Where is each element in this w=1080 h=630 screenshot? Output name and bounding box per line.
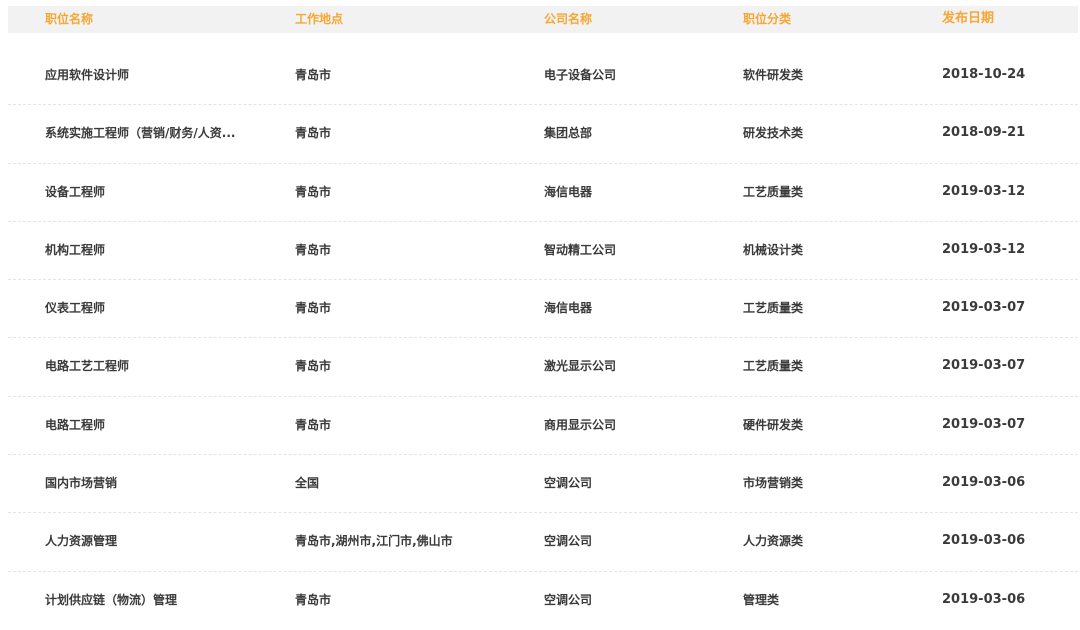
job-title[interactable]: 设备工程师 <box>45 184 106 199</box>
job-location: 全国 <box>295 476 320 491</box>
publish-date: 2019-03-07 <box>942 300 1026 316</box>
job-category: 人力资源类 <box>743 534 804 549</box>
column-header-date[interactable]: 发布日期 <box>942 11 995 26</box>
job-title[interactable]: 电路工程师 <box>45 417 106 432</box>
table-row[interactable]: 仪表工程师 青岛市 海信电器 工艺质量类 2019-03-07 <box>8 280 1078 339</box>
job-category: 工艺质量类 <box>743 301 804 316</box>
publish-date: 2019-03-06 <box>942 591 1026 607</box>
job-category: 研发技术类 <box>743 126 804 141</box>
job-category: 市场营销类 <box>743 476 804 491</box>
column-header-category[interactable]: 职位分类 <box>743 12 792 26</box>
table-row[interactable]: 机构工程师 青岛市 智动精工公司 机械设计类 2019-03-12 <box>8 222 1078 281</box>
publish-date: 2019-03-12 <box>942 183 1026 199</box>
company-name: 空调公司 <box>544 476 593 491</box>
company-name: 激光显示公司 <box>544 359 617 374</box>
job-title[interactable]: 仪表工程师 <box>45 301 106 316</box>
job-list: 应用软件设计师 青岛市 电子设备公司 软件研发类 2018-10-24 系统实施工程师（营… <box>8 47 1078 630</box>
job-location: 青岛市 <box>295 126 332 141</box>
job-category: 软件研发类 <box>743 68 804 82</box>
job-title[interactable]: 国内市场营销 <box>45 476 118 491</box>
table-row[interactable]: 设备工程师 青岛市 海信电器 工艺质量类 2019-03-12 <box>8 164 1078 222</box>
publish-date: 2019-03-07 <box>942 416 1026 432</box>
table-header: 职位名称 工作地点 公司名称 职位分类 发布日期 <box>8 6 1078 33</box>
job-title[interactable]: 电路工艺工程师 <box>45 359 130 374</box>
company-name: 集团总部 <box>544 126 593 141</box>
company-name: 空调公司 <box>544 592 593 607</box>
table-row[interactable]: 系统实施工程师（营销/财务/人资... 青岛市 集团总部 研发技术类 2018-09-2… <box>8 105 1078 164</box>
job-category: 管理类 <box>743 592 780 607</box>
table-row[interactable]: 计划供应链（物流）管理 青岛市 空调公司 管理类 2019-03-06 <box>8 572 1078 630</box>
job-location: 青岛市 <box>295 592 332 607</box>
publish-date: 2018-09-21 <box>942 125 1026 141</box>
job-location: 青岛市 <box>295 68 332 82</box>
table-row[interactable]: 电路工程师 青岛市 商用显示公司 硬件研发类 2019-03-07 <box>8 397 1078 456</box>
job-location: 青岛市 <box>295 242 332 257</box>
job-title[interactable]: 计划供应链（物流）管理 <box>45 592 178 607</box>
job-category: 机械设计类 <box>743 242 804 257</box>
job-location: 青岛市 <box>295 184 332 199</box>
job-location: 青岛市 <box>295 301 332 316</box>
publish-date: 2019-03-07 <box>942 358 1026 374</box>
publish-date: 2018-10-24 <box>942 67 1026 82</box>
table-row[interactable]: 人力资源管理 青岛市,湖州市,江门市,佛山市 空调公司 人力资源类 2019-03-06 <box>8 513 1078 572</box>
job-category: 工艺质量类 <box>743 359 804 374</box>
company-name: 海信电器 <box>544 184 593 199</box>
job-location: 青岛市,湖州市,江门市,佛山市 <box>295 534 453 549</box>
table-row[interactable]: 国内市场营销 全国 空调公司 市场营销类 2019-03-06 <box>8 455 1078 514</box>
job-title[interactable]: 应用软件设计师 <box>45 68 130 82</box>
company-name: 商用显示公司 <box>544 417 617 432</box>
column-header-location[interactable]: 工作地点 <box>295 12 344 26</box>
job-location: 青岛市 <box>295 417 332 432</box>
table-row[interactable]: 电路工艺工程师 青岛市 激光显示公司 工艺质量类 2019-03-07 <box>8 338 1078 397</box>
table-row[interactable]: 应用软件设计师 青岛市 电子设备公司 软件研发类 2018-10-24 <box>8 47 1078 106</box>
company-name: 智动精工公司 <box>544 242 617 257</box>
company-name: 空调公司 <box>544 534 593 549</box>
job-title[interactable]: 系统实施工程师（营销/财务/人资... <box>45 126 236 141</box>
publish-date: 2019-03-06 <box>942 533 1026 549</box>
publish-date: 2019-03-12 <box>942 241 1026 257</box>
job-title[interactable]: 人力资源管理 <box>45 534 118 549</box>
column-header-title[interactable]: 职位名称 <box>45 12 94 26</box>
company-name: 海信电器 <box>544 301 593 316</box>
job-category: 工艺质量类 <box>743 184 804 199</box>
job-location: 青岛市 <box>295 359 332 374</box>
company-name: 电子设备公司 <box>544 68 617 82</box>
job-title[interactable]: 机构工程师 <box>45 242 106 257</box>
column-header-company[interactable]: 公司名称 <box>544 12 593 26</box>
job-category: 硬件研发类 <box>743 417 804 432</box>
publish-date: 2019-03-06 <box>942 475 1026 491</box>
